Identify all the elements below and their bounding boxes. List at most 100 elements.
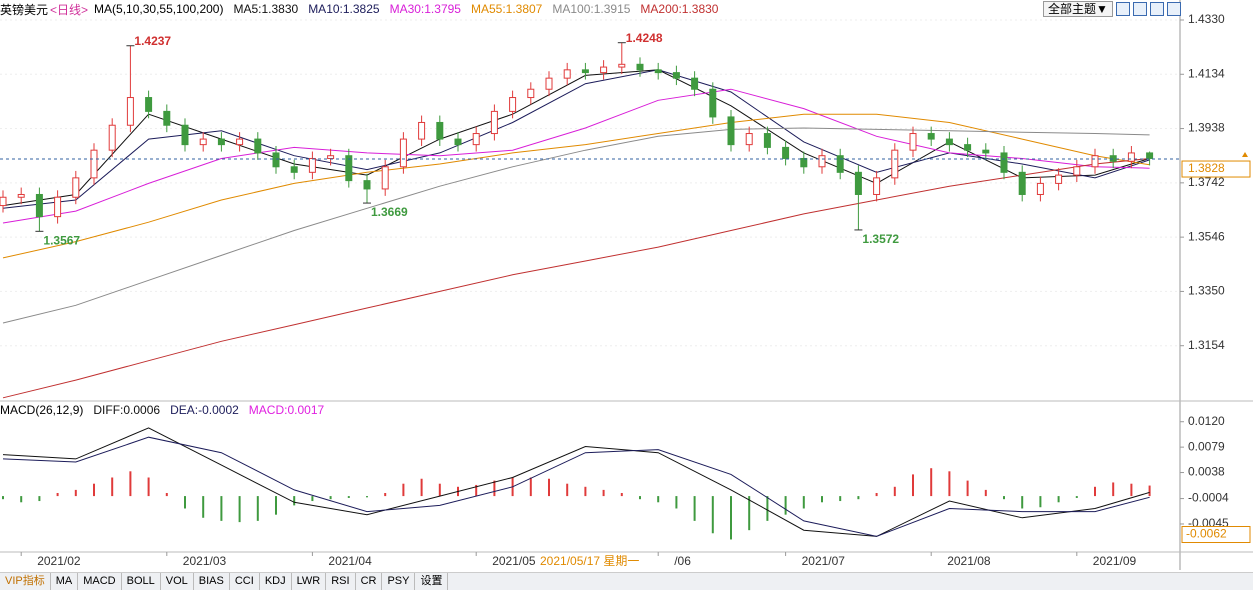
candle-body bbox=[782, 146, 790, 159]
ma-line bbox=[2, 69, 1150, 209]
candle-body bbox=[873, 177, 881, 195]
legend-entry: MA30:1.3795 bbox=[389, 2, 461, 16]
x-tick-label: 2021/05 bbox=[492, 554, 536, 568]
candle-body bbox=[763, 133, 771, 148]
price-header: 英镑美元 <日线> MA(5,10,30,55,100,200) MA5:1.3… bbox=[0, 1, 718, 17]
current-price-arrow bbox=[1242, 152, 1248, 158]
tab[interactable]: MACD bbox=[78, 573, 122, 590]
y-tick-label: -0.0004 bbox=[1188, 491, 1229, 505]
candle-body bbox=[691, 77, 699, 90]
tab[interactable]: 设置 bbox=[415, 573, 449, 590]
candle-body bbox=[418, 121, 426, 140]
tab[interactable]: CR bbox=[356, 573, 383, 590]
candle-body bbox=[17, 193, 25, 198]
x-tick-label: 2021/03 bbox=[183, 554, 227, 568]
macd-value-label: -0.0062 bbox=[1186, 527, 1227, 541]
candle-body bbox=[254, 138, 262, 154]
zoom-out[interactable] bbox=[1132, 2, 1147, 16]
candle-body bbox=[745, 133, 753, 146]
candle-body bbox=[927, 133, 935, 140]
legend-entry: MA10:1.3825 bbox=[308, 2, 380, 16]
tab[interactable]: BIAS bbox=[194, 573, 230, 590]
indicator[interactable]: MA(5,10,30,55,100,200) bbox=[94, 2, 224, 16]
candle-body bbox=[454, 138, 462, 146]
candle-body bbox=[436, 121, 444, 140]
tab[interactable]: RSI bbox=[326, 573, 356, 590]
candle-body bbox=[35, 193, 43, 218]
candle-body bbox=[1146, 152, 1154, 159]
x-tick-label: 2021/09 bbox=[1093, 554, 1137, 568]
candle-body bbox=[1018, 171, 1026, 195]
legend-entry: MA100:1.3915 bbox=[552, 2, 631, 16]
candle-body bbox=[163, 110, 171, 126]
legend-entry: DEA:-0.0002 bbox=[170, 403, 239, 417]
ma-line bbox=[2, 436, 1150, 537]
x-tick-label: 2021/08 bbox=[947, 554, 991, 568]
tab[interactable]: VIP指标 bbox=[0, 573, 51, 590]
candle-body bbox=[308, 157, 316, 173]
crosshair-date-box bbox=[537, 554, 655, 570]
extreme-label: 1.3567 bbox=[43, 233, 80, 247]
zoom-in[interactable] bbox=[1115, 2, 1130, 16]
candle-body bbox=[399, 138, 407, 168]
candle-body bbox=[72, 177, 80, 198]
tab[interactable]: LWR bbox=[292, 573, 327, 590]
candle-body bbox=[964, 144, 972, 151]
prev[interactable] bbox=[1149, 2, 1164, 16]
candle-body bbox=[1055, 174, 1063, 184]
y-tick-label: 1.3350 bbox=[1188, 284, 1225, 298]
legend-entry: MA55:1.3807 bbox=[470, 2, 543, 16]
tab[interactable]: BOLL bbox=[122, 573, 161, 590]
candle-body bbox=[1127, 152, 1135, 162]
candle-body bbox=[126, 97, 134, 126]
candle-body bbox=[945, 138, 953, 146]
candle-body bbox=[181, 124, 189, 146]
y-tick-label: 0.0120 bbox=[1188, 414, 1225, 428]
tab[interactable]: CCI bbox=[230, 573, 260, 590]
candle-body bbox=[854, 171, 862, 195]
tab[interactable]: VOL bbox=[161, 573, 194, 590]
candle-body bbox=[363, 180, 371, 190]
candle-body bbox=[527, 88, 535, 99]
x-tick-label: 2021/07 bbox=[802, 554, 846, 568]
candle-body bbox=[1000, 152, 1008, 173]
candle-body bbox=[891, 149, 899, 179]
legend-entry: MA5:1.3830 bbox=[233, 2, 299, 16]
candle-body bbox=[472, 133, 480, 146]
ma-line bbox=[2, 127, 1150, 324]
tab[interactable]: KDJ bbox=[260, 573, 292, 590]
candle-body bbox=[54, 196, 62, 218]
candle-body bbox=[345, 155, 353, 182]
x-tick-label: 2021/02 bbox=[37, 554, 81, 568]
tab[interactable]: PSY bbox=[382, 573, 416, 590]
current-price-box bbox=[1181, 160, 1251, 178]
legend-entry: DIFF:0.0006 bbox=[93, 403, 161, 417]
candle-body bbox=[1109, 155, 1117, 162]
candle-body bbox=[600, 66, 608, 74]
candle-body bbox=[709, 88, 717, 118]
tab[interactable]: MA bbox=[51, 573, 79, 590]
candle-body bbox=[0, 196, 7, 207]
period[interactable]: <日线> bbox=[50, 2, 89, 17]
extreme-label: 1.4248 bbox=[626, 31, 663, 45]
candle-body bbox=[800, 157, 808, 168]
candle-body bbox=[236, 138, 244, 146]
macd-value-box bbox=[1181, 526, 1251, 544]
crosshair-date: 2021/05/17 星期一 bbox=[540, 554, 639, 568]
candle-body bbox=[909, 133, 917, 151]
candle-body bbox=[490, 110, 498, 135]
candle-body bbox=[636, 63, 644, 71]
y-tick-label: 1.4134 bbox=[1188, 66, 1225, 80]
next[interactable] bbox=[1166, 2, 1181, 16]
candle-body bbox=[672, 72, 680, 79]
y-tick-label: 1.3742 bbox=[1188, 175, 1225, 189]
candle-body bbox=[1073, 166, 1081, 176]
ma-line bbox=[2, 88, 1150, 224]
chart-title: 英镑美元 bbox=[0, 2, 49, 17]
ma-line bbox=[2, 427, 1150, 537]
ma-line bbox=[2, 158, 1150, 399]
theme-button[interactable]: 全部主题▼ bbox=[1043, 1, 1113, 17]
candle-body bbox=[654, 69, 662, 74]
